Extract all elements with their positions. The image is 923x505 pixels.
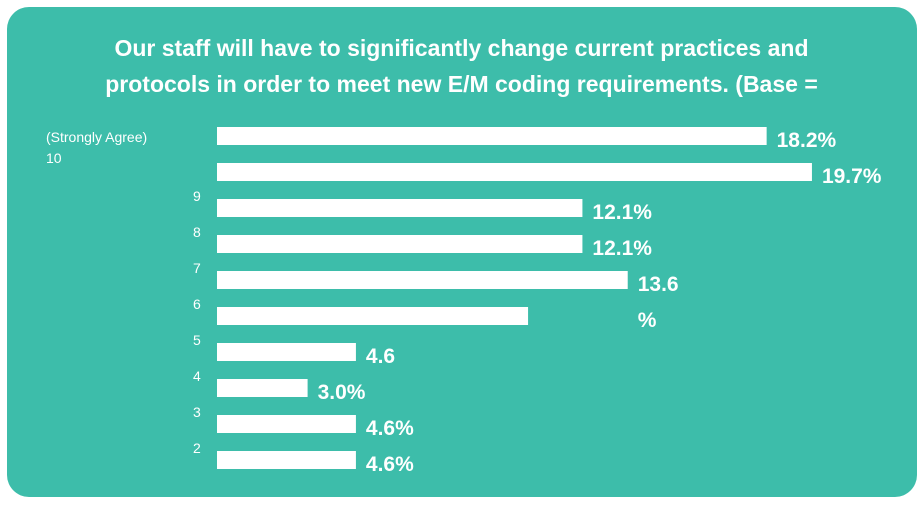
bar — [217, 235, 583, 253]
value-label: 3.0% — [318, 381, 366, 404]
category-label: 8 — [193, 224, 201, 240]
chart-title-line-2: protocols in order to meet new E/M codin… — [105, 71, 818, 97]
value-label: 18.2% — [777, 129, 837, 152]
category-label: 5 — [193, 332, 201, 348]
value-label: 4.6 — [366, 345, 395, 368]
bar — [217, 451, 356, 469]
value-label: 4.6% — [366, 417, 414, 440]
value-label: % — [638, 309, 657, 332]
bar — [217, 415, 356, 433]
category-label: 9 — [193, 188, 201, 204]
category-label: 7 — [193, 260, 201, 276]
bar — [217, 379, 308, 397]
bar — [217, 343, 356, 361]
category-label-10: 10 — [46, 150, 62, 166]
chart-title-line-1: Our staff will have to significantly cha… — [114, 35, 809, 61]
bar — [217, 199, 583, 217]
category-label: 2 — [193, 440, 201, 456]
bar — [217, 127, 767, 145]
category-label-strongly-agree: (Strongly Agree) — [46, 129, 147, 145]
value-label: 4.6% — [366, 453, 414, 476]
chart-title: Our staff will have to significantly cha… — [0, 30, 923, 102]
category-label: 4 — [193, 368, 201, 384]
value-label: 19.7% — [822, 165, 882, 188]
value-label: 12.1% — [592, 237, 652, 260]
bar — [217, 307, 529, 325]
bar — [217, 271, 628, 289]
bar — [217, 163, 812, 181]
value-label: 13.6 — [638, 273, 679, 296]
category-label: 6 — [193, 296, 201, 312]
value-label: 12.1% — [592, 201, 652, 224]
category-label: 3 — [193, 404, 201, 420]
